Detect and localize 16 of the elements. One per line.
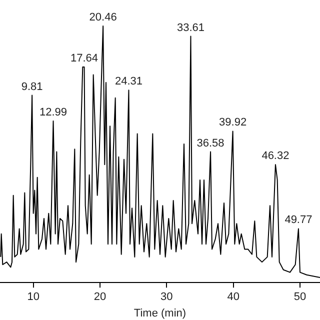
x-tick-label: 30 bbox=[160, 291, 173, 304]
annotation: 24.31 bbox=[114, 76, 142, 88]
annotation: 36.58 bbox=[196, 137, 224, 150]
annotation: 17.64 bbox=[70, 52, 98, 65]
x-tick-label: 20 bbox=[94, 291, 106, 304]
annotation: 33.61 bbox=[176, 22, 204, 34]
x-axis-title: Time (min) bbox=[134, 307, 186, 320]
annotation: 20.46 bbox=[89, 12, 117, 24]
x-tick-label: 10 bbox=[27, 291, 40, 304]
x-tick-label: 40 bbox=[227, 291, 240, 304]
x-tick-label: 50 bbox=[294, 291, 306, 304]
annotation: 9.81 bbox=[21, 80, 43, 93]
annotation: 12.99 bbox=[40, 106, 68, 118]
annotation: 49.77 bbox=[284, 214, 312, 226]
annotation: 46.32 bbox=[262, 150, 290, 162]
annotation: 39.92 bbox=[219, 116, 247, 129]
